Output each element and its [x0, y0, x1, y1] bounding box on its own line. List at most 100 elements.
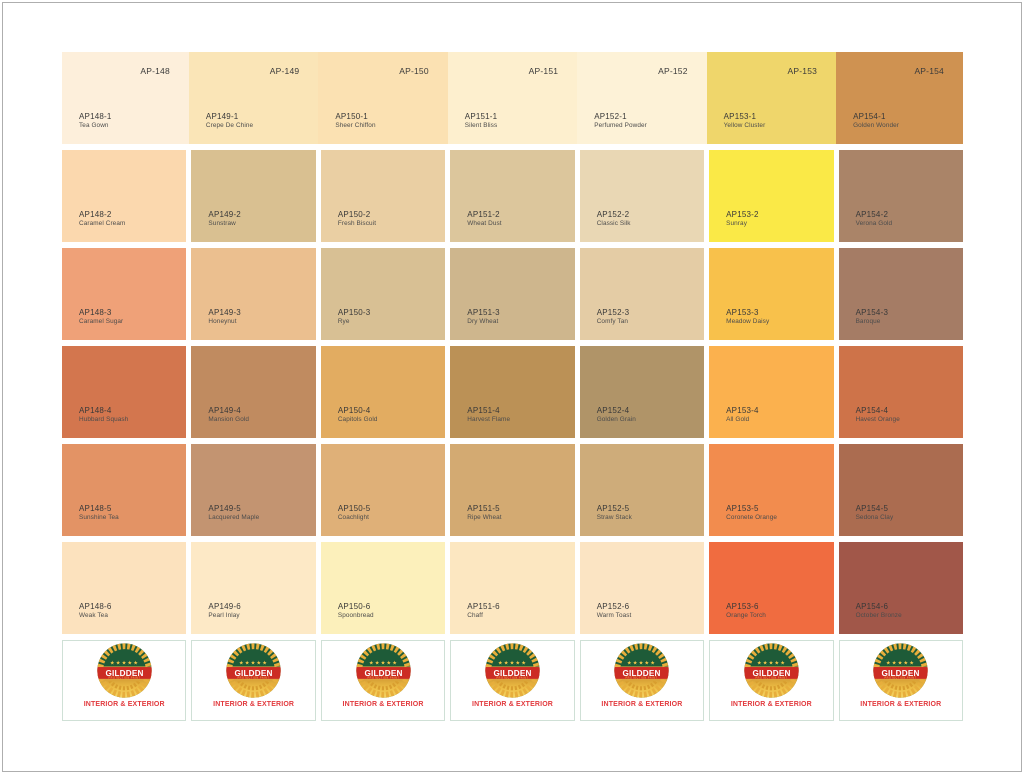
brand-footer: ★★★★★ GILDDEN PROTECTION PAINT INTERIOR …: [579, 640, 705, 721]
logo-stars: ★★★★★: [627, 660, 656, 666]
swatch-code: AP151-6: [467, 601, 500, 611]
swatch-name: Sunshine Tea: [79, 514, 119, 521]
brand-footer: ★★★★★ GILDDEN PROTECTION PAINT INTERIOR …: [709, 640, 834, 721]
paint-swatch: AP149-4 Mansion Gold: [191, 346, 316, 438]
interior-exterior-label: INTERIOR & EXTERIOR: [601, 701, 683, 708]
paint-swatch: AP-151 AP151-1 Silent Bliss: [447, 52, 578, 144]
swatch-label: AP151-4 Harvest Flame: [467, 406, 510, 424]
swatch-code: AP152-4: [596, 405, 630, 415]
swatch-label: AP148-3 Caramel Sugar: [79, 308, 123, 326]
swatch-label: AP149-6 Pearl Inlay: [208, 602, 241, 620]
logo-stars: ★★★★★: [886, 660, 915, 666]
logo-stars: ★★★★★: [239, 660, 268, 666]
brand-footer: ★★★★★ GILDDEN PROTECTION PAINT INTERIOR …: [320, 640, 446, 721]
gildden-logo-icon: ★★★★★ GILDDEN PROTECTION PAINT: [873, 643, 928, 698]
paint-swatch: AP-152 AP152-1 Perfumed Powder: [577, 52, 707, 144]
logo-stars: ★★★★★: [498, 660, 527, 666]
swatch-code: AP151-4: [467, 405, 500, 415]
gildden-logo-icon: ★★★★★ GILDDEN PROTECTION PAINT: [614, 643, 670, 698]
swatch-name: Hubbard Squash: [79, 416, 129, 423]
swatch-name: Comfy Tan: [596, 318, 629, 325]
logo-tagline-text: PROTECTION PAINT: [367, 677, 399, 680]
paint-swatch: AP154-5 Sedona Clay: [838, 444, 963, 536]
swatch-name: Honeynut: [208, 318, 237, 325]
paint-swatch: AP151-4 Harvest Flame: [450, 346, 575, 438]
swatch-label: AP152-6 Warm Toast: [597, 602, 632, 620]
swatch-name: Pearl Inlay: [208, 612, 240, 619]
paint-swatch: AP154-4 Havest Orange: [838, 346, 963, 438]
swatch-name: Spoonbread: [337, 612, 374, 619]
swatch-label: AP152-2 Classic Silk: [597, 210, 631, 228]
swatch-name: Sheer Chiffon: [335, 122, 376, 129]
swatch-label: AP150-1 Sheer Chiffon: [335, 112, 375, 130]
swatch-code: AP148-2: [79, 209, 112, 219]
paint-swatch: AP154-3 Baroque: [838, 248, 963, 340]
swatch-name: Fresh Biscuit: [337, 220, 377, 227]
logo-stars: ★★★★★: [110, 660, 139, 666]
color-card-column: AP-149 AP149-1 Crepe De Chine AP149-2 Su…: [188, 52, 319, 721]
swatch-label: AP149-3 Honeynut: [208, 308, 241, 326]
swatch-name: Coronete Orange: [726, 514, 778, 521]
gildden-logo-icon: ★★★★★ GILDDEN PROTECTION PAINT: [355, 643, 411, 698]
color-card-column: AP-148 AP148-1 Tea Gown AP148-2 Caramel …: [62, 52, 189, 721]
swatch-code: AP154-5: [855, 503, 889, 513]
swatch-label: AP149-2 Sunstraw: [208, 210, 241, 228]
swatch-name: Meadow Daisy: [726, 318, 770, 325]
swatch-code: AP148-1: [79, 111, 112, 121]
swatch-name: Orange Torch: [726, 612, 766, 619]
swatch-label: AP153-5 Coronete Orange: [726, 504, 777, 522]
paint-swatch: AP152-6 Warm Toast: [579, 542, 705, 634]
paint-swatch: AP-154 AP154-1 Golden Wonder: [836, 52, 963, 144]
swatch-label: AP148-4 Hubbard Squash: [79, 406, 128, 424]
swatch-code: AP148-6: [79, 601, 112, 611]
paint-swatch: AP150-3 Rye: [320, 248, 446, 340]
logo-brand-text: GILDDEN: [235, 669, 273, 678]
swatch-label: AP148-2 Caramel Cream: [79, 210, 125, 228]
swatch-code: AP148-3: [79, 307, 112, 317]
paint-swatch: AP151-2 Wheat Dust: [450, 150, 575, 242]
swatch-name: Capitols Gold: [337, 416, 378, 423]
swatch-name: Crepe De Chine: [205, 122, 254, 129]
paint-swatch: AP-153 AP153-1 Yellow Cluster: [706, 52, 837, 144]
logo-brand-text: GILDDEN: [364, 669, 402, 678]
swatch-name: Lacquered Maple: [208, 514, 260, 521]
swatch-code: AP153-1: [723, 111, 757, 121]
swatch-label: AP150-2 Fresh Biscuit: [338, 210, 376, 228]
swatch-code: AP149-2: [208, 209, 241, 219]
logo-tagline-text: PROTECTION PAINT: [626, 677, 658, 680]
logo-brand-text: GILDDEN: [882, 669, 920, 678]
swatch-label: AP149-5 Lacquered Maple: [208, 504, 259, 522]
swatch-code: AP149-1: [205, 111, 239, 121]
swatch-label: AP152-1 Perfumed Powder: [594, 112, 647, 130]
paint-swatch: AP148-3 Caramel Sugar: [62, 248, 187, 340]
swatch-label: AP150-3 Rye: [338, 308, 371, 326]
logo-tagline-text: PROTECTION PAINT: [497, 677, 529, 680]
column-header-label: AP-149: [269, 66, 300, 76]
swatch-name: Yellow Cluster: [723, 122, 766, 129]
swatch-code: AP153-2: [726, 209, 759, 219]
color-card-column: AP-151 AP151-1 Silent Bliss AP151-2 Whea…: [447, 52, 578, 721]
swatch-name: Golden Grain: [596, 416, 636, 423]
color-card-column: AP-150 AP150-1 Sheer Chiffon AP150-2 Fre…: [318, 52, 448, 721]
swatch-name: Baroque: [855, 318, 881, 325]
paint-swatch: AP149-2 Sunstraw: [191, 150, 316, 242]
gildden-logo-icon: ★★★★★ GILDDEN PROTECTION PAINT: [97, 643, 152, 698]
swatch-name: Warm Toast: [596, 612, 632, 619]
swatch-label: AP150-6 Spoonbread: [338, 602, 374, 620]
paint-swatch: AP148-4 Hubbard Squash: [62, 346, 187, 438]
logo-tagline-text: PROTECTION PAINT: [755, 677, 787, 680]
swatch-code: AP153-6: [726, 601, 759, 611]
color-card-column: AP-152 AP152-1 Perfumed Powder AP152-2 C…: [577, 52, 707, 721]
paint-swatch: AP149-5 Lacquered Maple: [191, 444, 316, 536]
paint-swatch: AP153-6 Orange Torch: [709, 542, 834, 634]
swatch-name: Straw Stack: [596, 514, 632, 521]
paint-swatch: AP153-4 All Gold: [709, 346, 834, 438]
swatch-name: Tea Gown: [79, 122, 109, 129]
swatch-label: AP153-3 Meadow Daisy: [726, 308, 769, 326]
paint-swatch: AP152-3 Comfy Tan: [579, 248, 705, 340]
swatch-name: Harvest Flame: [467, 416, 511, 423]
paint-swatch: AP148-5 Sunshine Tea: [62, 444, 187, 536]
swatch-name: Sunray: [726, 220, 747, 227]
swatch-label: AP151-2 Wheat Dust: [467, 210, 501, 228]
swatch-code: AP151-3: [467, 307, 500, 317]
